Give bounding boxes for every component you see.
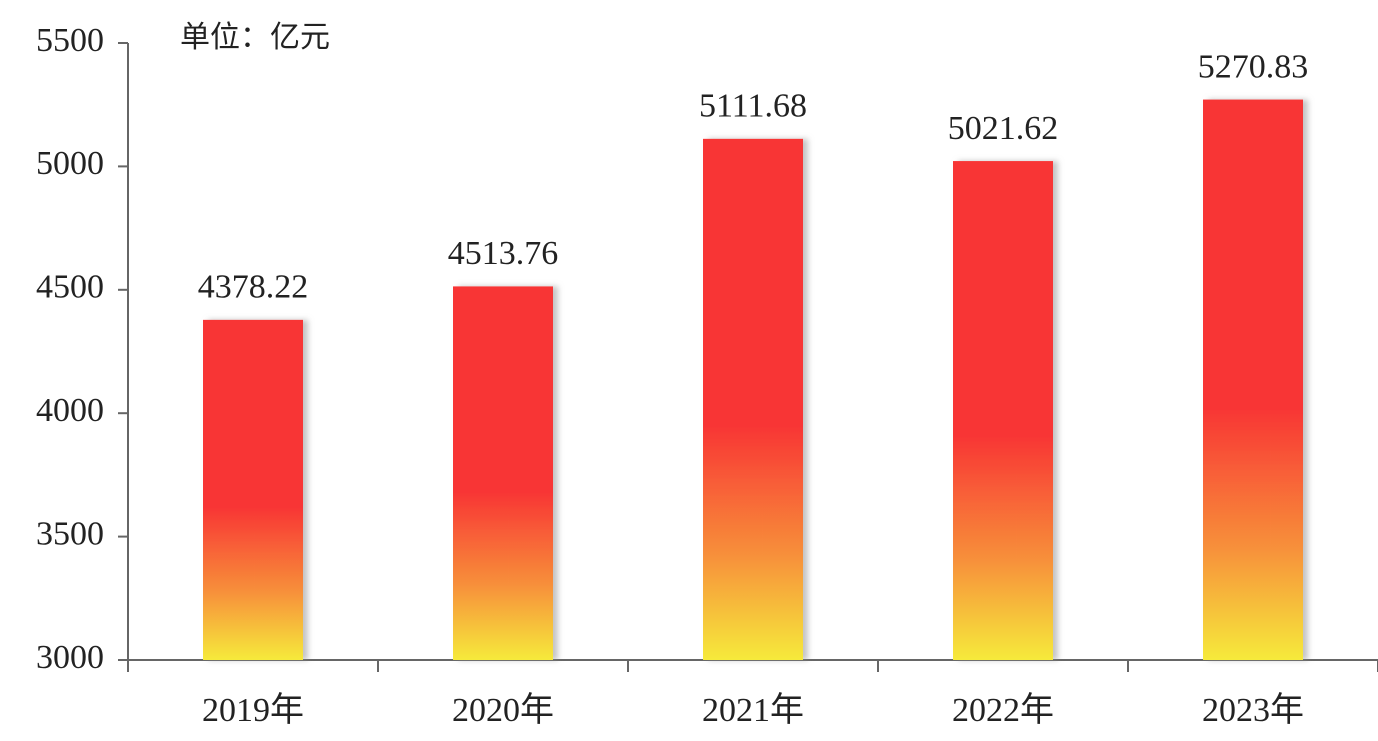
unit-label: 单位：亿元 [180,21,330,54]
data-label: 5111.68 [699,88,807,125]
bar [703,138,803,660]
bar [953,161,1053,660]
x-tick-label: 2022年 [952,691,1054,729]
data-label: 5270.83 [1198,48,1309,85]
y-tick-label: 4500 [36,269,104,306]
bar [453,286,553,660]
data-label: 4513.76 [448,235,559,272]
y-tick-label: 4000 [36,392,104,429]
x-tick-label: 2023年 [1202,691,1304,729]
x-tick-label: 2020年 [452,691,554,729]
y-tick-label: 3500 [36,515,104,552]
x-tick-label: 2021年 [702,691,804,729]
data-label: 4378.22 [198,269,309,306]
bar [203,319,303,660]
x-tick-label: 2019年 [202,691,304,729]
bar [1203,99,1303,661]
y-tick-label: 3000 [36,639,104,676]
data-label: 5021.62 [948,110,1059,147]
y-tick-label: 5000 [36,145,104,182]
y-tick-label: 5500 [36,22,104,59]
